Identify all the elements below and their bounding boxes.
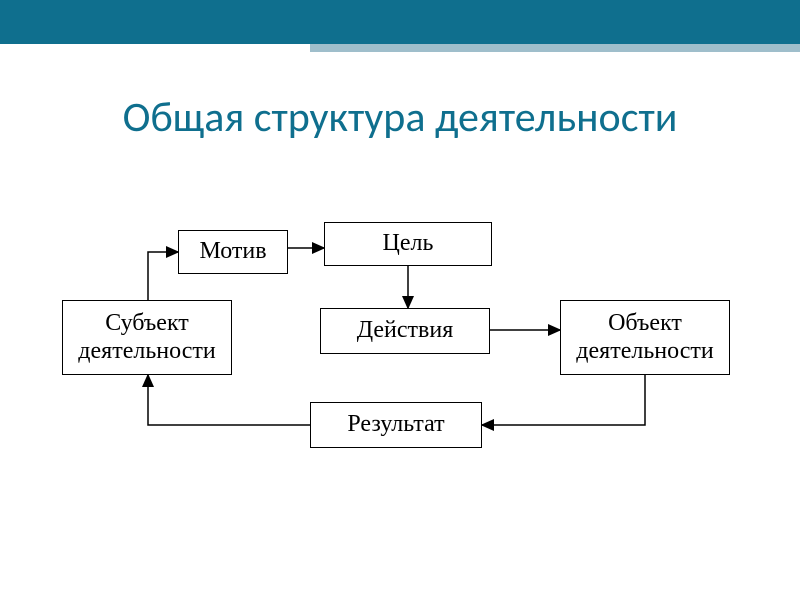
node-actions: Действия (320, 308, 490, 354)
edge-object-result (482, 375, 645, 425)
node-result: Результат (310, 402, 482, 448)
node-object: Объект деятельности (560, 300, 730, 375)
node-motive: Мотив (178, 230, 288, 274)
edge-subject-motive (148, 252, 178, 300)
flowchart: Субъект деятельности Мотив Цель Действия Объ… (0, 0, 800, 600)
edge-result-subject (148, 375, 310, 425)
node-goal: Цель (324, 222, 492, 266)
node-subject: Субъект деятельности (62, 300, 232, 375)
